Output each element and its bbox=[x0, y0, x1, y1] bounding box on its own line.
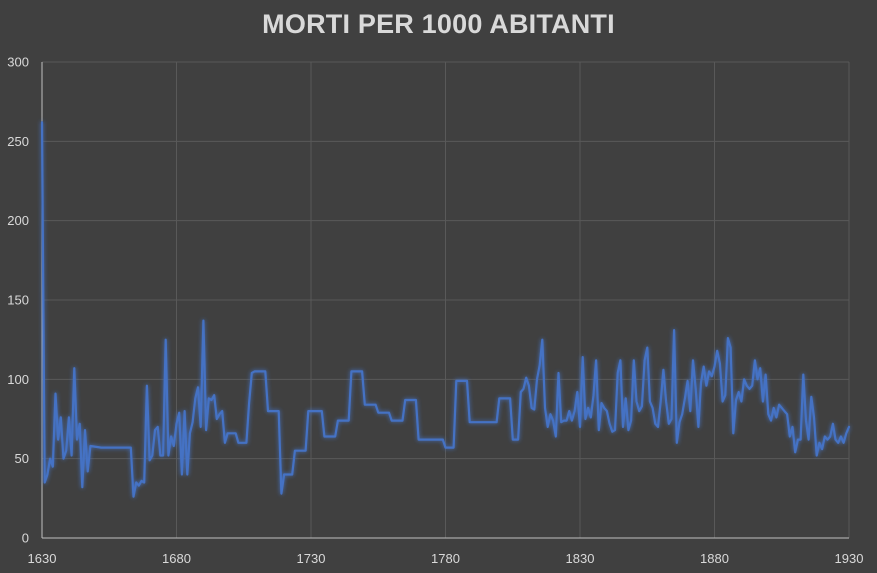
series-line bbox=[40, 121, 851, 498]
series-layer bbox=[40, 121, 851, 498]
y-tick-label: 0 bbox=[22, 531, 29, 546]
chart-title: MORTI PER 1000 ABITANTI bbox=[262, 9, 615, 39]
y-tick-label: 300 bbox=[7, 55, 29, 70]
x-tick-label: 1880 bbox=[700, 551, 729, 566]
x-tick-label: 1930 bbox=[835, 551, 864, 566]
gridlines bbox=[42, 61, 850, 538]
y-tick-label: 250 bbox=[7, 134, 29, 149]
y-tick-label: 200 bbox=[7, 213, 29, 228]
tick-labels: 0 50 100 150 200 250 300 1630 1680 1730 1780 1830 18… bbox=[7, 55, 863, 567]
y-tick-label: 50 bbox=[15, 451, 29, 466]
y-tick-label: 100 bbox=[7, 372, 29, 387]
x-tick-label: 1780 bbox=[431, 551, 460, 566]
x-tick-label: 1680 bbox=[162, 551, 191, 566]
x-tick-label: 1730 bbox=[297, 551, 326, 566]
x-tick-label: 1630 bbox=[28, 551, 57, 566]
y-tick-label: 150 bbox=[7, 293, 29, 308]
x-tick-label: 1830 bbox=[566, 551, 595, 566]
